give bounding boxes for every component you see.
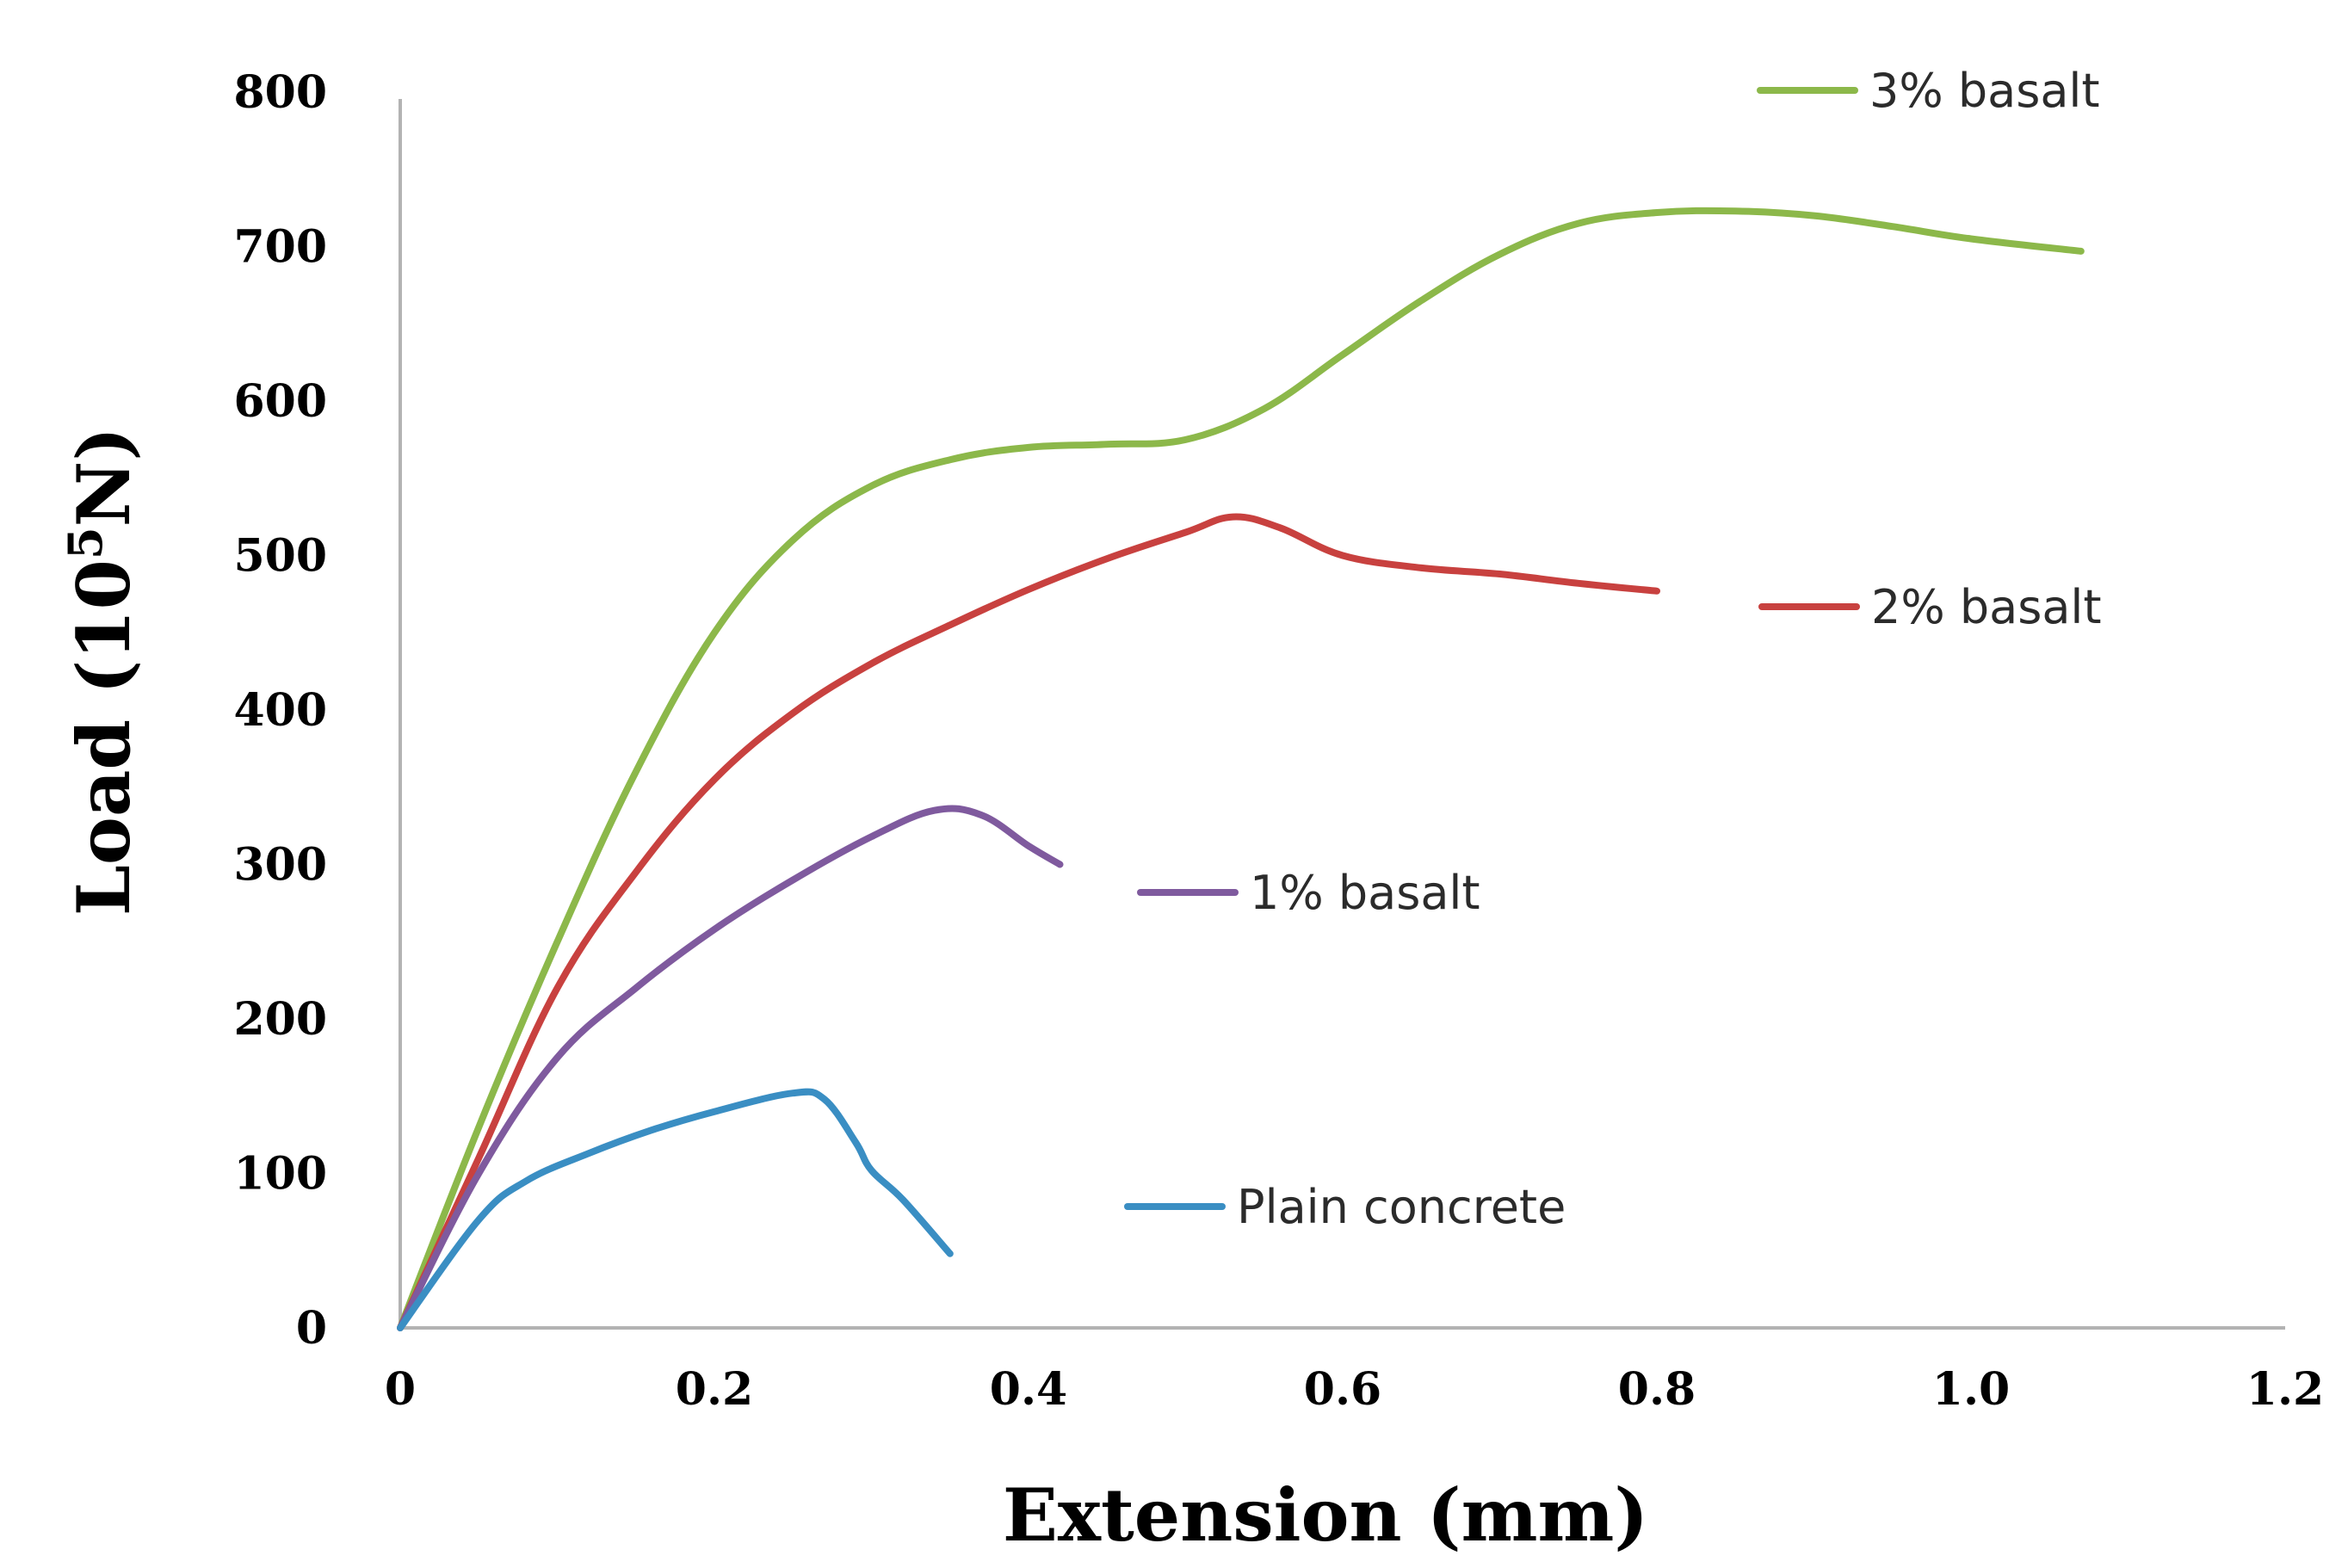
y-tick-label: 800 xyxy=(233,66,327,119)
legend-plain-concrete: Plain concrete xyxy=(1124,1180,1566,1234)
x-tick-label: 0.2 xyxy=(676,1363,753,1416)
legend-label: 2% basalt xyxy=(1871,580,2102,634)
x-tick-label: 0.8 xyxy=(1618,1363,1696,1416)
y-tick-labels: 0 100 200 300 400 500 600 700 800 xyxy=(233,66,327,1355)
x-axis-title: Extension (mm) xyxy=(1003,1472,1648,1558)
y-tick-label: 300 xyxy=(233,839,327,892)
series-lines xyxy=(397,207,2085,1331)
legend-3pct-basalt: 3% basalt xyxy=(1757,64,2100,118)
x-tick-label: 0.6 xyxy=(1304,1363,1381,1416)
inline-legend: 3% basalt 2% basalt 1% basalt Plain concret… xyxy=(1124,64,2102,1234)
y-tick-label: 200 xyxy=(233,993,327,1046)
x-tick-label: 1.2 xyxy=(2246,1363,2324,1416)
y-axis-title-main: Load (10 xyxy=(61,559,146,916)
x-tick-label: 1.0 xyxy=(1932,1363,2010,1416)
y-tick-label: 500 xyxy=(233,530,327,583)
x-tick-label: 0.4 xyxy=(990,1363,1067,1416)
x-tick-labels: 0 0.2 0.4 0.6 0.8 1.0 1.2 xyxy=(385,1363,2324,1416)
series-line-2pct-basalt xyxy=(397,513,1660,1331)
y-tick-label: 400 xyxy=(233,684,327,737)
x-tick-label: 0 xyxy=(385,1363,416,1416)
y-axis-title-superscript: 5 xyxy=(58,527,113,559)
y-axis-title: Load (105N) xyxy=(58,427,146,916)
legend-2pct-basalt: 2% basalt xyxy=(1758,580,2102,634)
legend-label: 3% basalt xyxy=(1869,64,2100,118)
legend-label: 1% basalt xyxy=(1250,866,1480,920)
legend-label: Plain concrete xyxy=(1237,1180,1566,1234)
series-line-plain-concrete xyxy=(397,1088,954,1331)
y-tick-label: 700 xyxy=(233,221,327,274)
y-tick-label: 100 xyxy=(233,1148,327,1201)
series-line-1pct-basalt xyxy=(397,805,1064,1331)
y-axis-title-end: N) xyxy=(61,427,146,528)
y-tick-label: 600 xyxy=(233,375,327,428)
legend-1pct-basalt: 1% basalt xyxy=(1137,866,1480,920)
y-tick-label: 0 xyxy=(296,1302,327,1355)
series-line-3pct-basalt xyxy=(397,207,2085,1331)
